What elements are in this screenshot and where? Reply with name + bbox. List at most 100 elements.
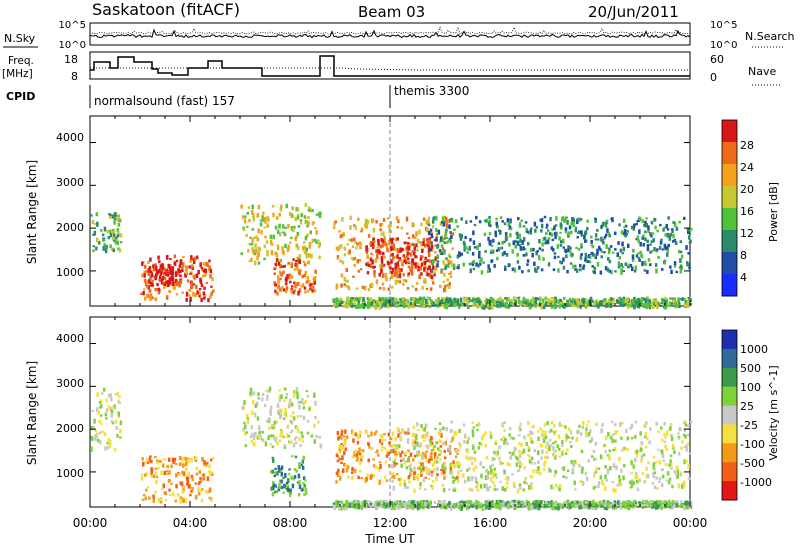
echo-cell	[510, 505, 513, 508]
echo-cell	[185, 269, 188, 275]
echo-cell	[507, 221, 511, 226]
echo-cell	[367, 443, 370, 446]
echo-cell	[338, 245, 342, 249]
echo-cell	[185, 291, 189, 297]
echo-cell	[437, 431, 441, 436]
echo-cell	[453, 487, 456, 490]
echo-cell	[564, 249, 568, 254]
cpid-mode-1: normalsound (fast) 157	[94, 94, 235, 108]
noise-panel-frame	[89, 22, 691, 46]
echo-cell	[300, 285, 303, 288]
echo-cell	[210, 458, 213, 462]
echo-cell	[179, 496, 183, 501]
echo-cell	[104, 248, 108, 254]
echo-cell	[506, 481, 509, 485]
echo-cell	[503, 250, 506, 255]
echo-cell	[456, 503, 460, 508]
echo-cell	[410, 263, 414, 266]
echo-cell	[570, 230, 573, 235]
echo-cell	[337, 455, 340, 458]
echo-cell	[402, 254, 406, 258]
echo-cell	[146, 270, 150, 274]
echo-cell	[542, 257, 545, 261]
echo-cell	[645, 466, 648, 471]
echo-cell	[277, 470, 281, 473]
echo-cell	[677, 437, 681, 440]
echo-cell	[575, 436, 579, 442]
echo-cell	[525, 252, 528, 257]
echo-cell	[304, 290, 307, 294]
echo-cell	[274, 438, 278, 443]
echo-cell	[366, 500, 370, 502]
echo-cell	[448, 219, 452, 222]
echo-cell	[386, 303, 389, 308]
echo-cell	[501, 302, 504, 307]
echo-cell	[554, 235, 557, 240]
echo-cell	[576, 299, 579, 304]
echo-cell	[517, 299, 521, 304]
echo-cell	[647, 461, 650, 465]
echo-cell	[288, 274, 291, 280]
echo-cell	[506, 442, 509, 445]
echo-cell	[143, 273, 146, 278]
echo-cell	[284, 282, 288, 286]
freq-left-tick-bottom: 8	[71, 70, 78, 83]
echo-cell	[554, 470, 558, 474]
echo-cell	[163, 282, 167, 286]
echo-cell	[117, 399, 120, 404]
echo-cell	[393, 255, 396, 258]
echo-cell	[476, 245, 479, 251]
echo-cell	[420, 244, 423, 247]
echo-cell	[441, 220, 444, 224]
echo-cell	[295, 264, 299, 268]
echo-cell	[442, 487, 446, 493]
echo-cell	[290, 275, 294, 279]
echo-cell	[470, 456, 474, 460]
echo-cell	[149, 296, 152, 301]
echo-cell	[192, 259, 196, 264]
echo-cell	[296, 268, 299, 271]
echo-cell	[429, 248, 432, 252]
echo-cell	[365, 304, 368, 308]
echo-cell	[367, 288, 371, 292]
echo-cell	[577, 217, 581, 222]
echo-cell	[527, 445, 530, 449]
echo-cell	[199, 277, 202, 283]
echo-cell	[579, 479, 583, 484]
echo-cell	[271, 469, 275, 474]
echo-cell	[319, 211, 322, 216]
echo-cell	[492, 471, 495, 476]
echo-cell	[397, 265, 400, 270]
echo-cell	[91, 219, 95, 224]
echo-cell	[265, 389, 268, 393]
nave-label: Nave	[748, 65, 776, 78]
echo-cell	[541, 449, 544, 455]
echo-cell	[501, 220, 504, 223]
cpid-label: CPID	[6, 90, 35, 103]
echo-cell	[664, 444, 667, 449]
colorbar-block	[722, 164, 737, 187]
echo-cell	[412, 458, 415, 462]
echo-cell	[519, 422, 522, 427]
echo-cell	[90, 436, 94, 441]
echo-cell	[150, 459, 153, 464]
echo-cell	[167, 283, 170, 287]
echo-cell	[518, 441, 521, 446]
echo-cell	[661, 268, 664, 271]
echo-cell	[108, 444, 112, 448]
echo-cell	[590, 505, 594, 510]
echo-cell	[402, 282, 405, 286]
echo-cell	[297, 225, 301, 228]
echo-cell	[577, 247, 581, 251]
echo-cell	[141, 498, 145, 501]
echo-cell	[209, 295, 212, 298]
echo-cell	[400, 503, 403, 507]
echo-cell	[431, 451, 434, 454]
echo-cell	[637, 252, 640, 255]
echo-cell	[468, 262, 472, 266]
echo-cell	[673, 222, 677, 228]
echo-cell	[99, 414, 103, 417]
echo-cell	[275, 490, 279, 494]
echo-cell	[417, 443, 421, 448]
echo-cell	[110, 413, 114, 418]
